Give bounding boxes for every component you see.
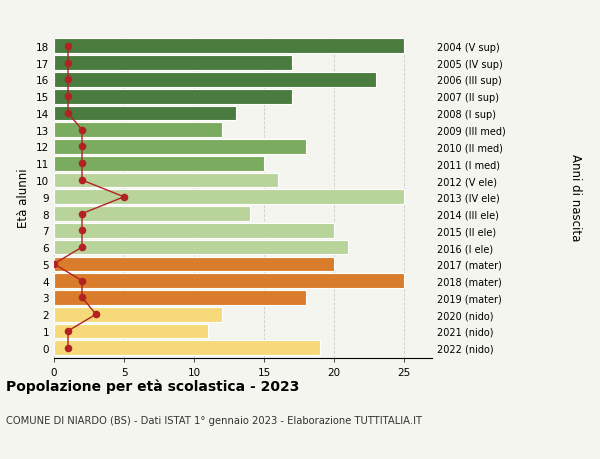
Bar [54,140,306,155]
Bar [54,207,250,221]
Point [77,177,87,185]
Bar [54,123,222,138]
Point [63,60,73,67]
Bar [54,224,334,238]
Bar [54,39,404,54]
Point [77,160,87,168]
Point [77,244,87,251]
Point [63,344,73,352]
Y-axis label: Anni di nascita: Anni di nascita [569,154,582,241]
Bar [54,324,208,339]
Point [49,261,59,268]
Bar [54,90,292,104]
Text: Popolazione per età scolastica - 2023: Popolazione per età scolastica - 2023 [6,379,299,393]
Bar [54,56,292,71]
Point [63,77,73,84]
Bar [54,73,376,88]
Point [77,294,87,302]
Point [77,127,87,134]
Bar [54,291,306,305]
Bar [54,274,404,288]
Point [77,277,87,285]
Point [63,43,73,50]
Y-axis label: Età alunni: Età alunni [17,168,31,227]
Bar [54,157,264,171]
Point [63,110,73,118]
Point [119,194,129,201]
Point [77,227,87,235]
Bar [54,106,236,121]
Bar [54,173,278,188]
Bar [54,341,320,355]
Point [77,144,87,151]
Bar [54,257,334,272]
Bar [54,190,404,205]
Point [63,328,73,335]
Point [63,93,73,101]
Bar [54,307,222,322]
Bar [54,240,348,255]
Point [77,210,87,218]
Point [91,311,101,318]
Text: COMUNE DI NIARDO (BS) - Dati ISTAT 1° gennaio 2023 - Elaborazione TUTTITALIA.IT: COMUNE DI NIARDO (BS) - Dati ISTAT 1° ge… [6,415,422,425]
